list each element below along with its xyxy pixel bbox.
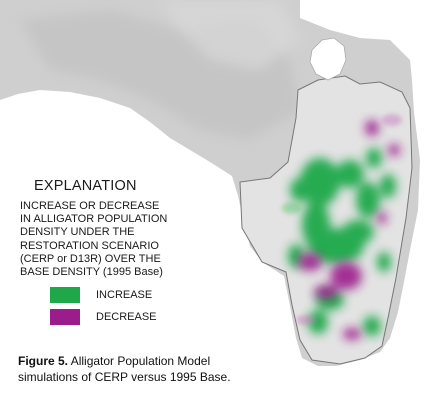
fringe-areas (282, 114, 402, 325)
legend-title: EXPLANATION (34, 178, 137, 194)
simulation-layer (282, 114, 402, 340)
caption-line-1: Alligator Population Model (70, 354, 211, 368)
legend-description-line: (CERP or D13R) OVER THE (20, 252, 161, 265)
legend-description-line: IN ALLIGATOR POPULATION (20, 213, 168, 226)
legend-description-line: INCREASE OR DECREASE (20, 200, 160, 212)
northern-texture (160, 0, 300, 70)
legend-description: INCREASE OR DECREASE IN ALLIGATOR POPULA… (20, 200, 190, 279)
legend-description-line: RESTORATION SCENARIO (20, 239, 159, 252)
lake-okeechobee (309, 37, 347, 81)
decrease-areas (298, 120, 400, 340)
caption-line-2: simulations of CERP versus 1995 Base. (18, 370, 231, 384)
figure-label: Figure 5. (18, 354, 69, 368)
decrease-label: DECREASE (96, 311, 157, 323)
increase-swatch (50, 287, 80, 303)
decrease-swatch (50, 309, 80, 325)
figure-caption: Figure 5. Alligator Population Model sim… (18, 353, 231, 385)
legend-description-line: BASE DENSITY (1995 Base) (20, 266, 163, 279)
legend-description-line: DENSITY UNDER THE (20, 226, 135, 239)
increase-areas (288, 148, 396, 336)
increase-label: INCREASE (96, 289, 153, 301)
